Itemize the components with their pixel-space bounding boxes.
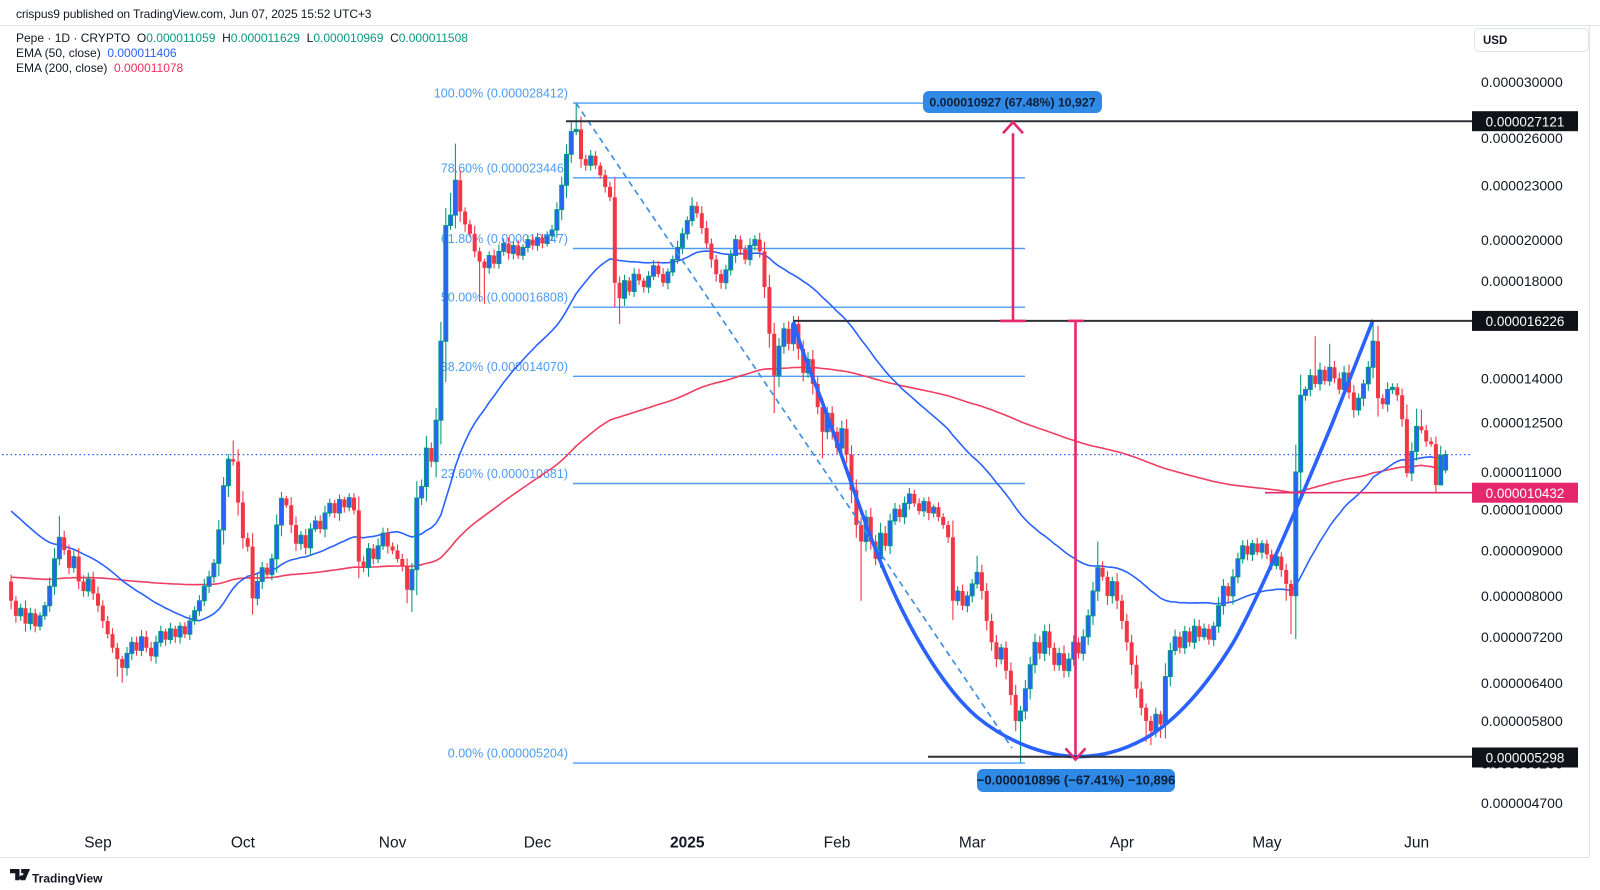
svg-text:Jun: Jun xyxy=(1404,835,1429,852)
svg-text:Nov: Nov xyxy=(379,835,407,852)
svg-text:Feb: Feb xyxy=(824,835,851,852)
svg-text:0.000011000: 0.000011000 xyxy=(1481,464,1562,480)
svg-text:Apr: Apr xyxy=(1110,835,1134,852)
svg-text:0.000008000: 0.000008000 xyxy=(1481,588,1563,604)
svg-text:0.000018000: 0.000018000 xyxy=(1481,273,1563,289)
svg-text:Oct: Oct xyxy=(231,835,256,852)
svg-text:0.000005298: 0.000005298 xyxy=(1486,751,1565,766)
svg-text:TradingView: TradingView xyxy=(32,871,103,885)
svg-text:0.000023000: 0.000023000 xyxy=(1481,177,1563,193)
svg-text:−0.000010896 (−67.41%) −10,896: −0.000010896 (−67.41%) −10,896 xyxy=(977,773,1175,788)
svg-text:0.00% (0.000005204): 0.00% (0.000005204) xyxy=(448,747,568,761)
svg-text:0.000014000: 0.000014000 xyxy=(1481,371,1563,387)
svg-text:0.000016226: 0.000016226 xyxy=(1486,314,1565,329)
svg-text:May: May xyxy=(1252,835,1282,852)
svg-text:0.000005800: 0.000005800 xyxy=(1481,713,1563,729)
svg-text:Sep: Sep xyxy=(84,835,112,852)
svg-text:USD: USD xyxy=(1483,35,1507,47)
svg-text:78.60% (0.000023446): 78.60% (0.000023446) xyxy=(441,161,568,175)
svg-text:0.000010000: 0.000010000 xyxy=(1481,501,1563,517)
svg-text:Mar: Mar xyxy=(959,835,986,852)
svg-text:0.000012500: 0.000012500 xyxy=(1481,415,1563,431)
svg-text:0.000026000: 0.000026000 xyxy=(1481,130,1563,146)
svg-text:0.000027121: 0.000027121 xyxy=(1486,114,1565,129)
svg-text:Dec: Dec xyxy=(524,835,552,852)
svg-text:50.00% (0.000016808): 50.00% (0.000016808) xyxy=(441,291,568,305)
svg-text:0.000010432: 0.000010432 xyxy=(1486,486,1565,501)
svg-text:0.000010927 (67.48%) 10,927: 0.000010927 (67.48%) 10,927 xyxy=(929,96,1095,110)
svg-text:0.000009000: 0.000009000 xyxy=(1481,542,1563,558)
svg-text:0.000007200: 0.000007200 xyxy=(1481,629,1563,645)
svg-text:23.60% (0.000010681): 23.60% (0.000010681) xyxy=(441,467,568,481)
svg-text:0.000030000: 0.000030000 xyxy=(1481,74,1563,90)
svg-text:0.000004700: 0.000004700 xyxy=(1481,795,1563,811)
svg-text:100.00% (0.000028412): 100.00% (0.000028412) xyxy=(434,87,568,101)
svg-text:38.20% (0.000014070): 38.20% (0.000014070) xyxy=(441,360,568,374)
svg-text:2025: 2025 xyxy=(670,835,705,852)
svg-text:0.000006400: 0.000006400 xyxy=(1481,675,1563,691)
svg-text:0.000020000: 0.000020000 xyxy=(1481,232,1563,248)
